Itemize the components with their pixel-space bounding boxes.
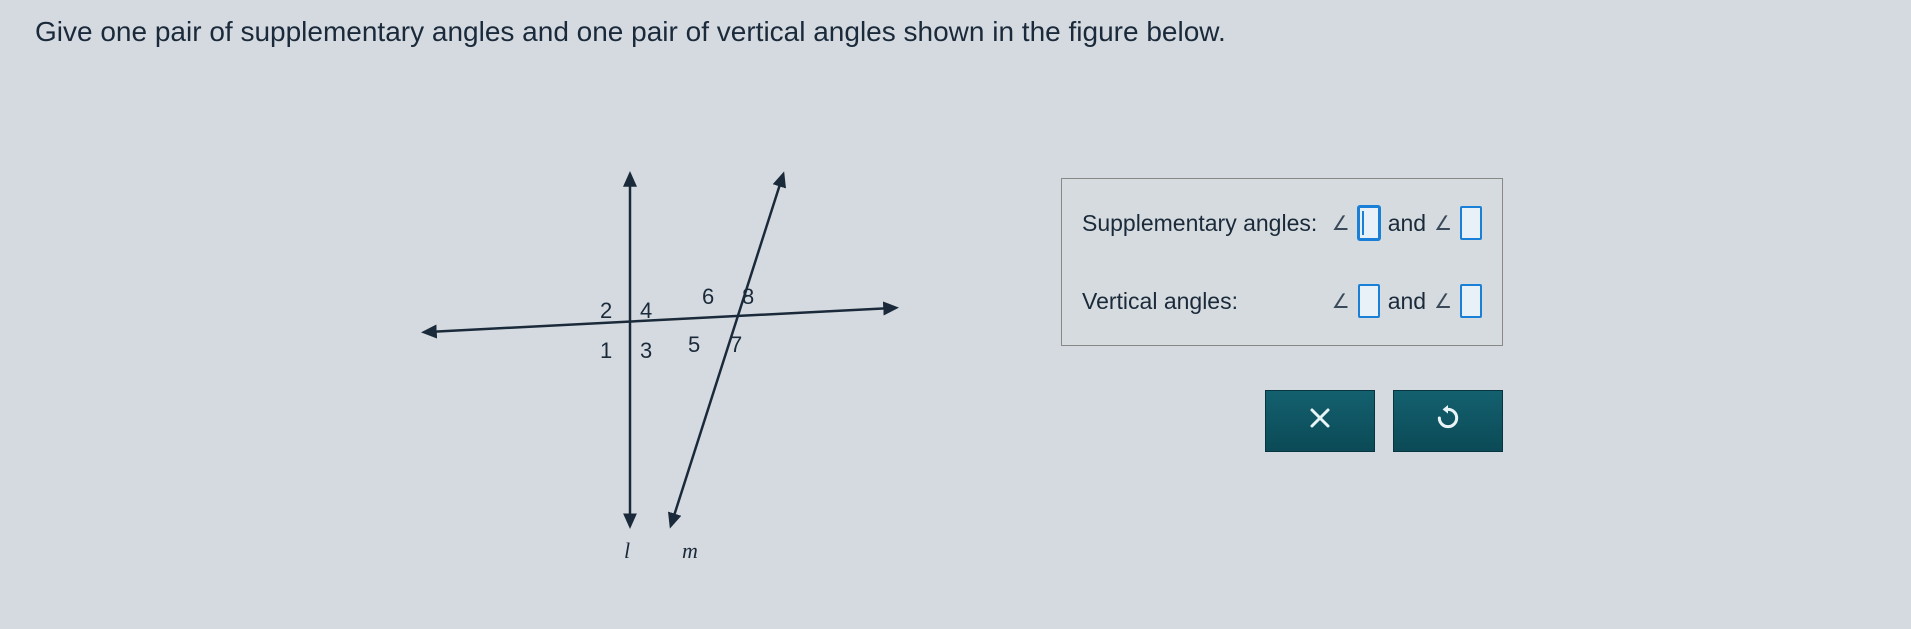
and-text: and <box>1388 210 1426 237</box>
supplementary-angle-2-input[interactable] <box>1460 206 1482 240</box>
angle-label-1: 1 <box>600 338 612 363</box>
reset-button[interactable] <box>1393 390 1503 452</box>
angle-label-6: 6 <box>702 284 714 309</box>
answer-panel: Supplementary angles: ∠ and ∠ Vertical a… <box>1061 178 1503 346</box>
line-label-m: m <box>682 538 698 563</box>
angle-symbol-icon: ∠ <box>1332 289 1350 314</box>
close-button[interactable] <box>1265 390 1375 452</box>
angle-label-5: 5 <box>688 332 700 357</box>
vertical-inputs: ∠ and ∠ <box>1332 284 1482 318</box>
supplementary-row: Supplementary angles: ∠ and ∠ <box>1082 203 1482 243</box>
angle-label-3: 3 <box>640 338 652 363</box>
angle-label-4: 4 <box>640 298 652 323</box>
close-icon <box>1308 406 1332 437</box>
vertical-angle-1-input[interactable] <box>1358 284 1380 318</box>
angle-symbol-icon: ∠ <box>1434 211 1452 236</box>
supplementary-label: Supplementary angles: <box>1082 210 1317 237</box>
line-label-l: l <box>624 538 630 563</box>
angle-label-8: 8 <box>742 284 754 309</box>
and-text: and <box>1388 288 1426 315</box>
question-text: Give one pair of supplementary angles an… <box>35 16 1226 48</box>
supplementary-angle-1-input[interactable] <box>1358 206 1380 240</box>
vertical-label: Vertical angles: <box>1082 288 1238 315</box>
angle-symbol-icon: ∠ <box>1434 289 1452 314</box>
angle-symbol-icon: ∠ <box>1332 211 1350 236</box>
reset-icon <box>1435 405 1461 438</box>
vertical-row: Vertical angles: ∠ and ∠ <box>1082 281 1482 321</box>
vertical-angle-2-input[interactable] <box>1460 284 1482 318</box>
angle-label-2: 2 <box>600 298 612 323</box>
horizontal-line <box>428 308 892 332</box>
action-buttons <box>1265 390 1503 452</box>
geometry-figure: 2 4 1 3 6 8 5 7 l m <box>420 170 920 550</box>
angle-label-7: 7 <box>730 332 742 357</box>
supplementary-inputs: ∠ and ∠ <box>1332 206 1482 240</box>
